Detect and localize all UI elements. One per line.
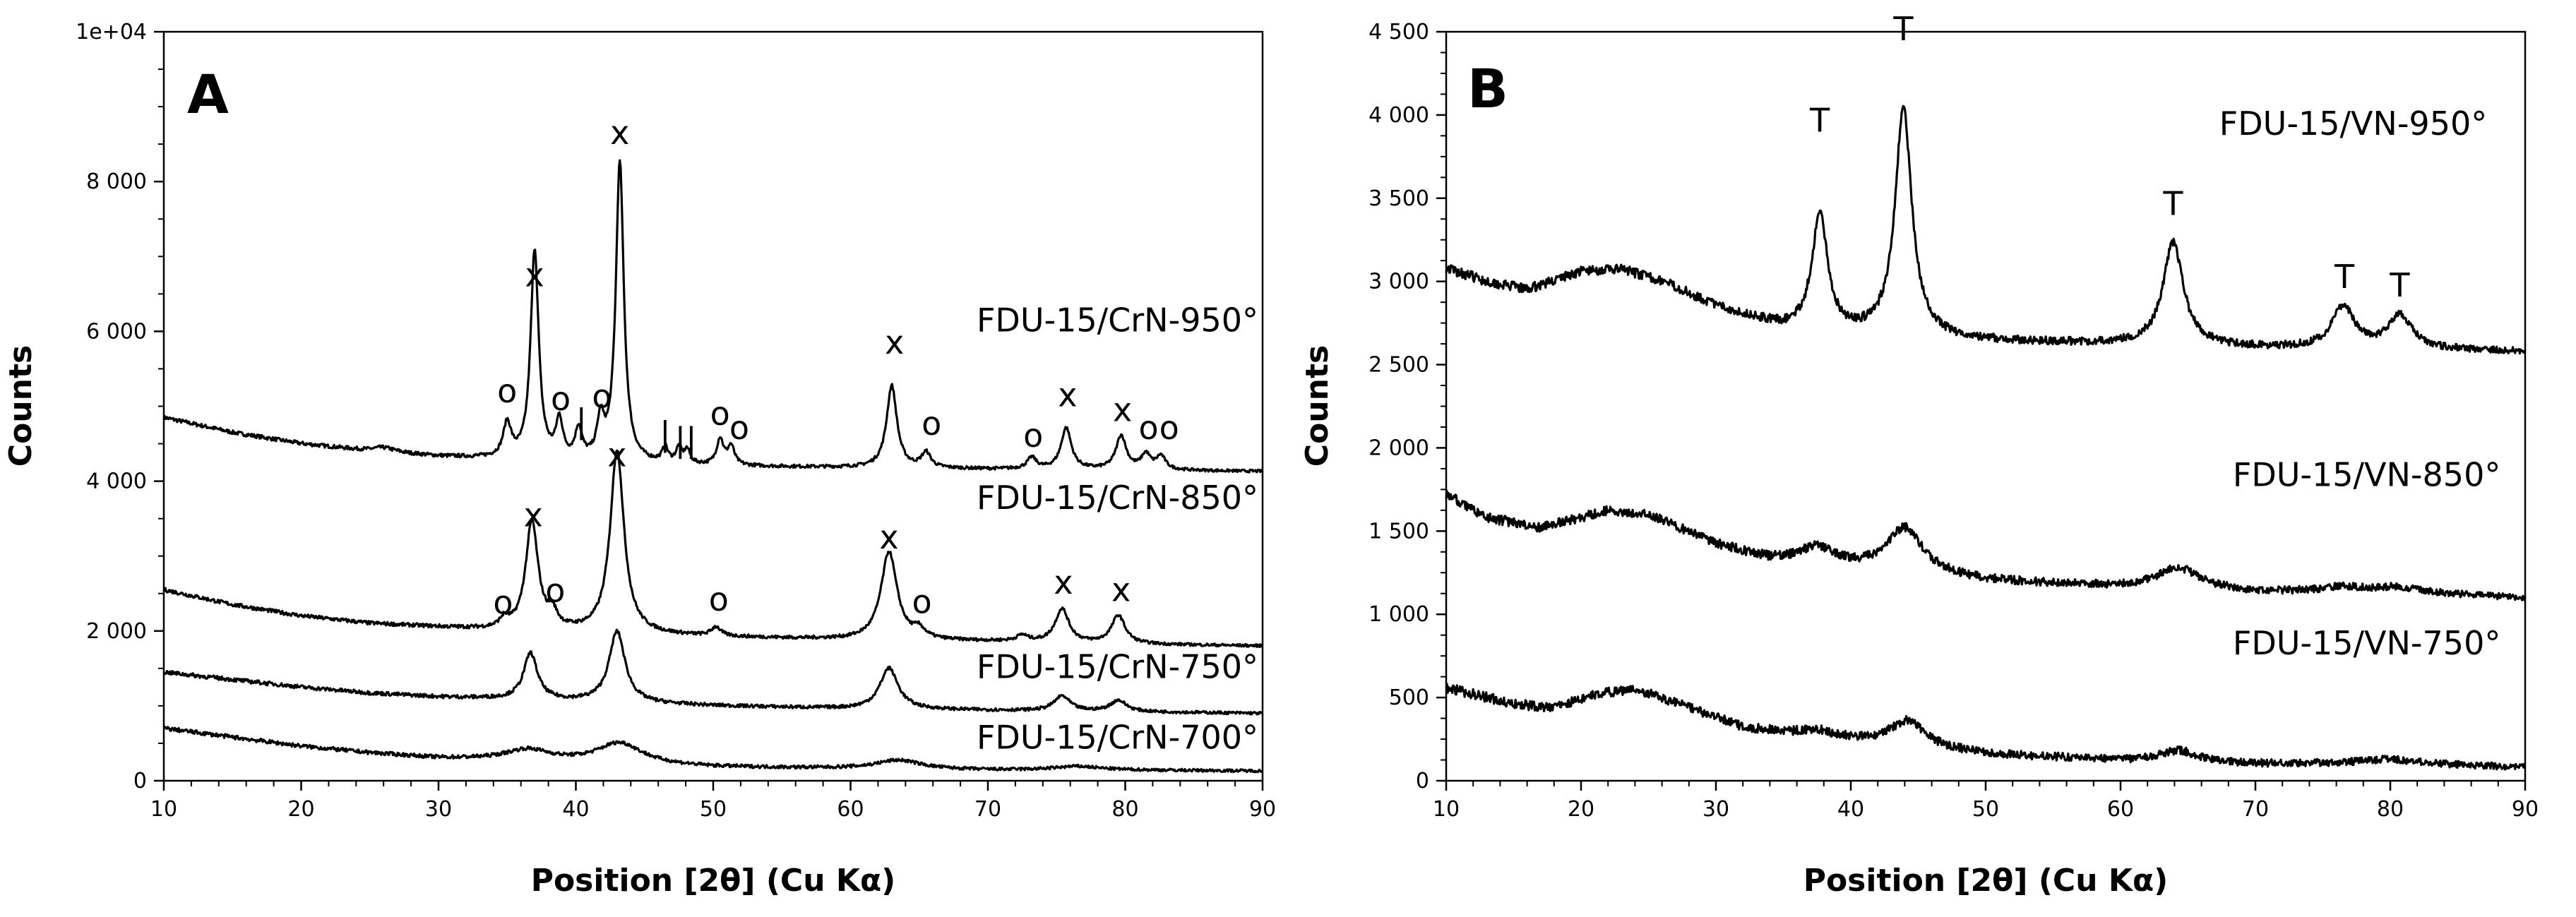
panel-a-series-labels: FDU-15/CrN-950° FDU-15/CrN-850° FDU-15/CrN… bbox=[977, 301, 1258, 756]
panel-a-traces bbox=[162, 159, 1264, 774]
peak-marker: x bbox=[1058, 376, 1077, 414]
y-tick-label: 0 bbox=[1416, 769, 1429, 793]
y-tick-label: 500 bbox=[1389, 685, 1429, 710]
series-label: FDU-15/VN-950° bbox=[2219, 104, 2487, 143]
y-tick-label: 3 000 bbox=[1368, 270, 1429, 294]
x-tick-label: 40 bbox=[562, 797, 589, 822]
peak-marker: o bbox=[912, 582, 932, 621]
series-trace bbox=[162, 725, 1263, 774]
series-label: FDU-15/VN-850° bbox=[2233, 456, 2500, 494]
y-tick-label: 0 bbox=[133, 769, 147, 793]
peak-marker: x bbox=[1113, 391, 1132, 429]
peak-marker: o bbox=[545, 571, 565, 609]
peak-marker: o bbox=[1023, 416, 1043, 455]
y-tick-label: 1 000 bbox=[1368, 602, 1429, 627]
x-tick-label: 20 bbox=[287, 797, 314, 822]
peak-marker: o bbox=[709, 580, 729, 618]
panel-a-y-axis-title: Counts bbox=[3, 345, 39, 467]
x-tick-label: 70 bbox=[2242, 797, 2269, 822]
series-label: FDU-15/CrN-750° bbox=[977, 648, 1258, 686]
x-tick-label: 80 bbox=[2377, 797, 2404, 822]
panel-b-x-axis: 10 20 30 40 50 60 70 80 90 bbox=[1433, 781, 2539, 822]
peak-marker: o bbox=[551, 380, 571, 418]
peak-marker: x bbox=[525, 256, 544, 294]
series-trace bbox=[1445, 104, 2527, 355]
panel-a-x-axis-title: Position [2θ] (Cu Kα) bbox=[531, 863, 896, 899]
x-tick-label: 30 bbox=[1703, 797, 1729, 822]
peak-marker: T bbox=[2389, 266, 2410, 304]
peak-marker: T bbox=[2162, 184, 2183, 222]
y-tick-label: 6 000 bbox=[86, 319, 147, 344]
series-trace bbox=[1445, 683, 2526, 771]
y-tick-label: 3 500 bbox=[1368, 186, 1429, 211]
peak-marker: o bbox=[729, 409, 749, 447]
panel-b-series-labels: FDU-15/VN-950° FDU-15/VN-850° FDU-15/VN-75… bbox=[2219, 104, 2501, 662]
panel-a: A 10 20 30 40 50 60 70 80 90 0 2 000 4 000 6 000 8 0… bbox=[3, 20, 1276, 899]
x-tick-label: 60 bbox=[2107, 797, 2134, 822]
x-tick-label: 90 bbox=[1249, 797, 1276, 822]
peak-marker: x bbox=[885, 323, 904, 361]
y-tick-label: 2 000 bbox=[1368, 436, 1429, 460]
y-tick-label: 1 500 bbox=[1368, 519, 1429, 544]
peak-marker: T bbox=[2334, 258, 2355, 296]
peak-marker: | bbox=[576, 402, 588, 441]
x-tick-label: 50 bbox=[700, 797, 727, 822]
peak-marker: || bbox=[675, 421, 697, 460]
x-tick-label: 80 bbox=[1111, 797, 1138, 822]
panel-b-plot-frame bbox=[1445, 30, 2527, 782]
series-trace bbox=[162, 449, 1264, 649]
panel-a-y-axis: 0 2 000 4 000 6 000 8 000 1e+04 bbox=[76, 20, 164, 793]
panel-b-traces bbox=[1445, 104, 2527, 771]
x-tick-label: 40 bbox=[1837, 797, 1864, 822]
peak-marker: | bbox=[660, 415, 671, 454]
panel-b-y-axis-title: Counts bbox=[1299, 345, 1335, 467]
series-trace bbox=[1445, 490, 2527, 601]
peak-marker: o bbox=[1159, 409, 1179, 447]
y-tick-label: 1e+04 bbox=[76, 20, 147, 44]
x-tick-label: 60 bbox=[837, 797, 864, 822]
panel-b-y-axis: 0 500 1 000 1 500 2 000 2 500 3 000 3 500 4 000 4… bbox=[1368, 20, 1446, 793]
peak-marker: o bbox=[493, 583, 513, 621]
series-trace bbox=[162, 159, 1263, 474]
peak-marker: x bbox=[1111, 570, 1131, 609]
y-tick-label: 4 500 bbox=[1368, 20, 1429, 44]
y-tick-label: 8 000 bbox=[86, 169, 147, 194]
series-label: FDU-15/CrN-700° bbox=[977, 718, 1258, 756]
x-tick-label: 10 bbox=[1433, 797, 1460, 822]
peak-marker: x bbox=[607, 436, 626, 474]
x-tick-label: 50 bbox=[1972, 797, 1999, 822]
peak-marker: x bbox=[1054, 563, 1073, 601]
peak-marker: T bbox=[1892, 10, 1914, 48]
panel-b: B 10 20 30 40 50 60 70 80 90 0 500 1 000 1 500 2 000… bbox=[1299, 10, 2539, 899]
panel-b-x-axis-title: Position [2θ] (Cu Kα) bbox=[1803, 863, 2169, 899]
peak-marker: T bbox=[1809, 101, 1830, 139]
peak-marker: o bbox=[1138, 409, 1158, 447]
panel-b-letter: B bbox=[1467, 57, 1508, 120]
x-tick-label: 30 bbox=[425, 797, 452, 822]
peak-marker: o bbox=[592, 378, 612, 416]
x-tick-label: 70 bbox=[974, 797, 1001, 822]
y-tick-label: 2 000 bbox=[86, 619, 147, 644]
series-trace bbox=[162, 628, 1263, 716]
peak-marker: x bbox=[524, 496, 543, 534]
peak-marker: x bbox=[879, 518, 898, 556]
peak-marker: x bbox=[610, 114, 629, 152]
peak-marker: o bbox=[710, 395, 730, 433]
series-label: FDU-15/CrN-850° bbox=[977, 479, 1258, 517]
x-tick-label: 10 bbox=[150, 797, 177, 822]
y-tick-label: 4 000 bbox=[1368, 103, 1429, 128]
panel-a-x-axis: 10 20 30 40 50 60 70 80 90 bbox=[150, 781, 1276, 822]
series-label: FDU-15/VN-750° bbox=[2233, 624, 2500, 662]
x-tick-label: 20 bbox=[1568, 797, 1594, 822]
y-tick-label: 4 000 bbox=[86, 469, 147, 494]
series-label: FDU-15/CrN-950° bbox=[977, 301, 1258, 339]
panel-a-letter: A bbox=[187, 63, 229, 126]
peak-marker: o bbox=[922, 404, 941, 443]
x-tick-label: 90 bbox=[2512, 797, 2539, 822]
peak-marker: o bbox=[497, 372, 517, 410]
y-tick-label: 2 500 bbox=[1368, 353, 1429, 378]
